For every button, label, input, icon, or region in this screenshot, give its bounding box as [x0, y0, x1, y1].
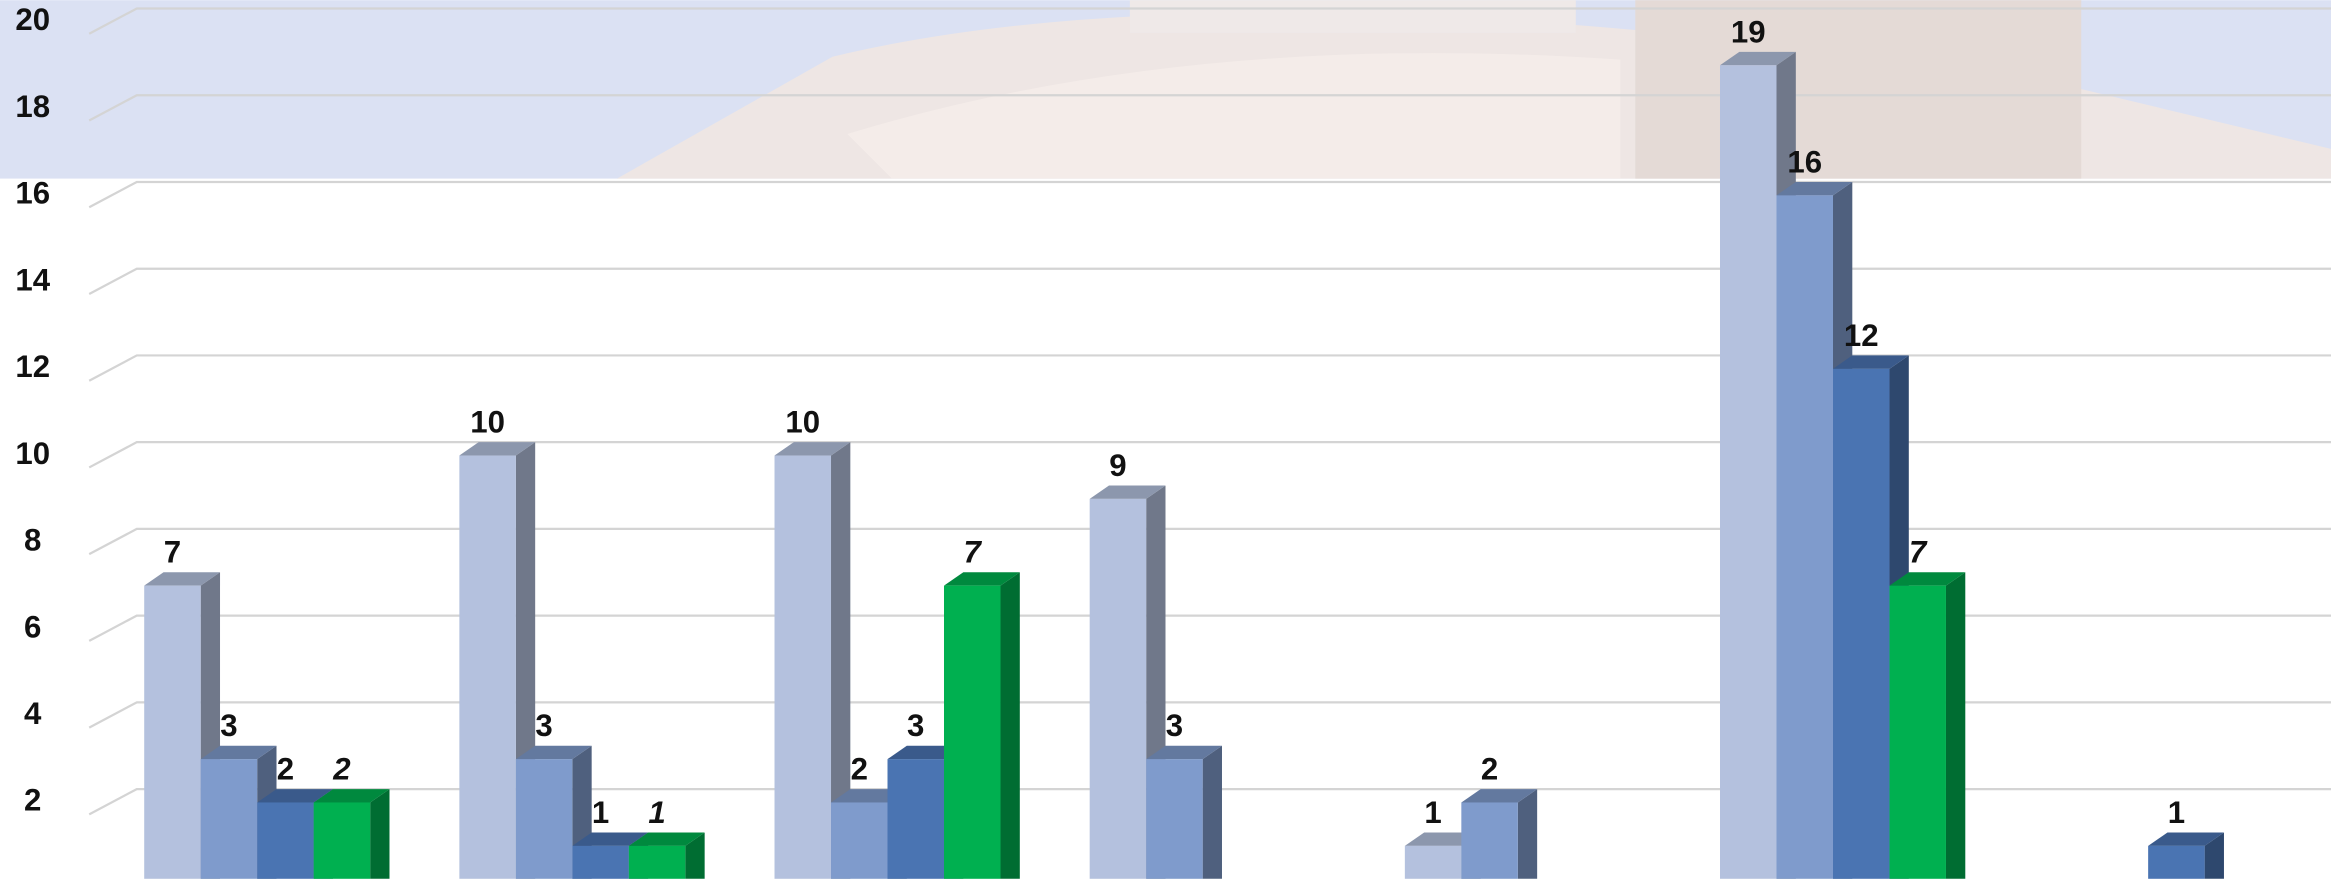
bar [144, 586, 200, 879]
bar-side [370, 789, 389, 879]
data-label: 7 [964, 535, 983, 570]
bar [459, 456, 515, 879]
data-label: 9 [1109, 448, 1126, 483]
photo-balustrade [1130, 0, 1576, 33]
bar [831, 802, 887, 878]
y-tick-label: 18 [15, 89, 50, 124]
bar [516, 759, 572, 879]
bar-side [1000, 572, 1019, 879]
data-label: 10 [785, 405, 820, 440]
bar [572, 846, 628, 879]
bar [1889, 586, 1945, 879]
bar [629, 846, 685, 879]
data-label: 7 [164, 535, 181, 570]
data-label: 12 [1844, 318, 1879, 353]
data-label: 1 [648, 795, 665, 830]
y-tick-label: 2 [24, 783, 41, 818]
y-tick-label: 6 [24, 609, 41, 644]
data-label: 3 [1166, 708, 1183, 743]
bar [257, 802, 313, 878]
bar [2148, 846, 2204, 879]
data-label: 1 [2168, 795, 2185, 830]
y-tick-label: 4 [24, 696, 42, 731]
bar [1146, 759, 1202, 879]
bar [1720, 65, 1776, 879]
page: {"chart_data": {"type": "bar3d", "catego… [0, 0, 2331, 879]
y-tick-label: 12 [15, 349, 50, 384]
bar [944, 586, 1000, 879]
bar [1090, 499, 1146, 879]
bar [888, 759, 944, 879]
data-label: 2 [851, 752, 868, 787]
bar [775, 456, 831, 879]
data-label: 19 [1731, 14, 1766, 49]
bar [1405, 846, 1461, 879]
bar-side [1946, 572, 1965, 879]
header-photo [0, 0, 2331, 178]
data-label: 3 [535, 708, 552, 743]
y-tick-label: 16 [15, 176, 50, 211]
bar [201, 759, 257, 879]
data-label: 2 [277, 752, 294, 787]
data-label: 1 [592, 795, 609, 830]
data-label: 2 [332, 752, 351, 787]
bar-side [1203, 746, 1222, 879]
bar [314, 802, 370, 878]
data-label: 3 [220, 708, 237, 743]
data-label: 7 [1909, 535, 1928, 570]
data-label: 3 [907, 708, 924, 743]
bar [1461, 802, 1517, 878]
y-tick-label: 14 [15, 262, 50, 297]
bar [1833, 369, 1889, 879]
y-tick-label: 10 [15, 436, 50, 471]
y-tick-label: 20 [15, 2, 50, 37]
data-label: 16 [1787, 144, 1822, 179]
photo-wing [1635, 0, 2081, 178]
data-label: 1 [1424, 795, 1441, 830]
chart: 2468101214161820 71010911933232162131212… [0, 0, 2331, 879]
data-label: 10 [470, 405, 505, 440]
y-tick-label: 8 [24, 523, 41, 558]
bar [1776, 195, 1832, 878]
data-label: 2 [1481, 752, 1498, 787]
bar-side [1518, 789, 1537, 879]
